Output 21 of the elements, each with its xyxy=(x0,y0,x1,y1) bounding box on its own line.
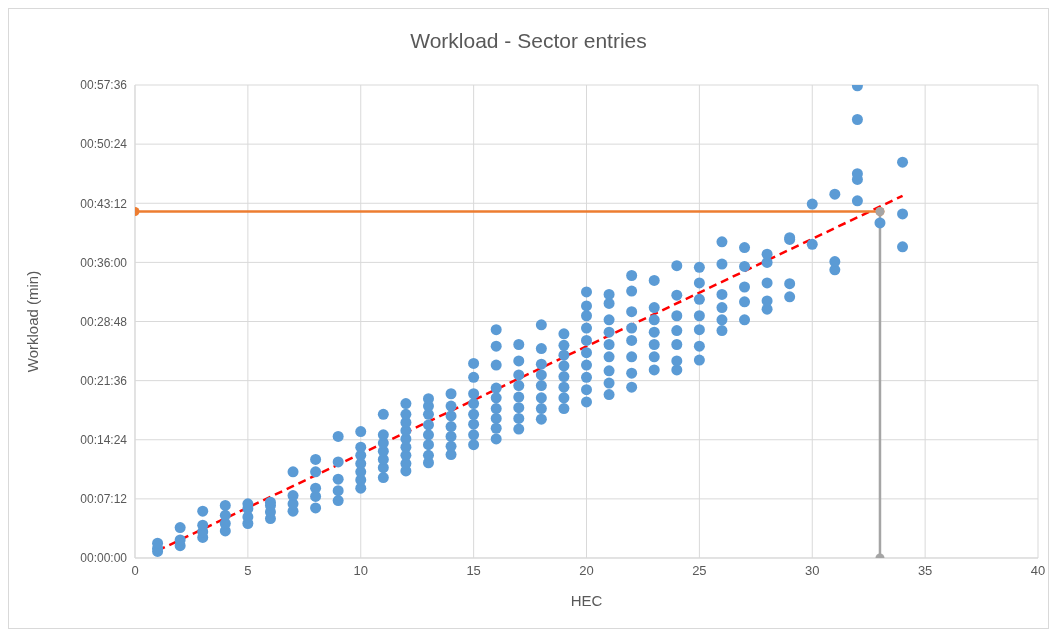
x-tick-label: 15 xyxy=(466,563,481,579)
y-tick-label: 00:00:00 xyxy=(80,551,128,566)
y-tick-label: 00:36:00 xyxy=(80,255,128,270)
y-tick-label: 00:43:12 xyxy=(80,196,128,211)
x-tick-label: 10 xyxy=(353,563,368,579)
y-tick-label: 00:28:48 xyxy=(80,314,128,329)
x-tick-label: 40 xyxy=(1030,563,1046,579)
x-axis-title: HEC xyxy=(570,592,603,609)
x-tick-label: 25 xyxy=(692,563,707,579)
y-tick-label: 00:21:36 xyxy=(80,373,128,388)
x-tick-label: 5 xyxy=(244,563,252,579)
x-tick-label: 30 xyxy=(805,563,820,579)
y-tick-label: 00:14:24 xyxy=(80,433,128,448)
y-tick-label: 00:50:24 xyxy=(80,137,128,152)
x-tick-label: 0 xyxy=(131,563,139,579)
y-axis-title: Workload (min) xyxy=(24,270,42,373)
x-tick-label: 20 xyxy=(579,563,594,579)
chart-title: Workload - Sector entries xyxy=(409,29,648,53)
y-tick-label: 00:57:36 xyxy=(80,78,128,93)
y-tick-label: 00:07:12 xyxy=(80,492,128,507)
x-tick-label: 35 xyxy=(917,563,933,579)
